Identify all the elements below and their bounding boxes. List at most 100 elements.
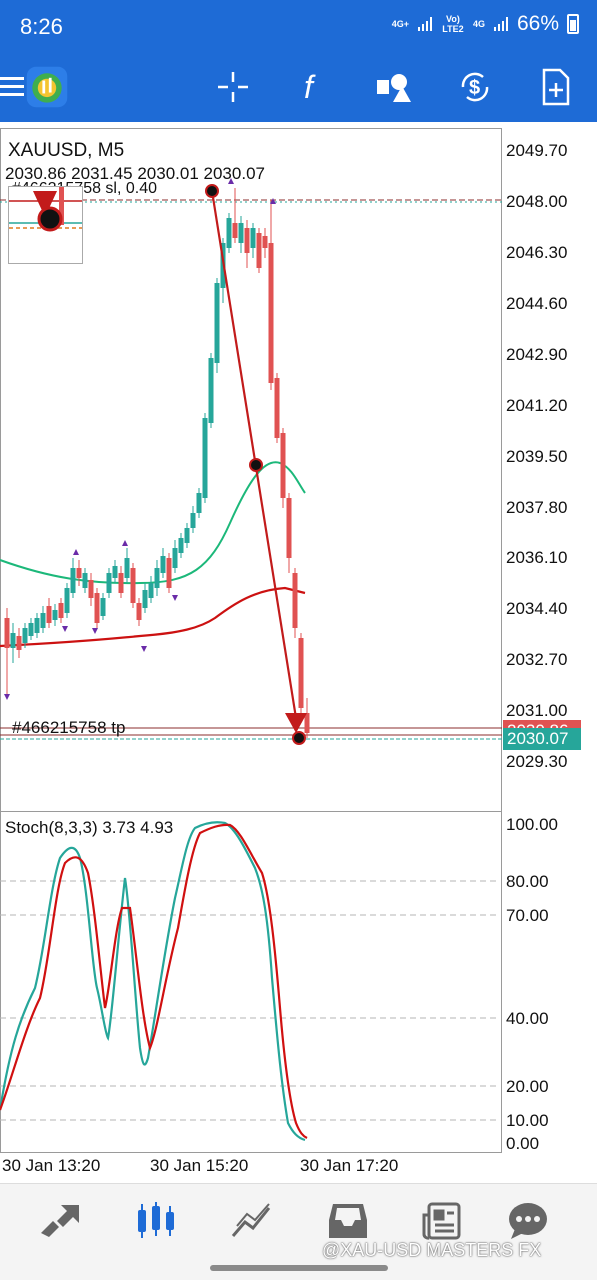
price-axis-label: 2036.10 [506,548,568,567]
candle-body [10,633,16,648]
watermark-text: @XAU-USD MASTERS FX [322,1240,542,1260]
candle-body [64,588,70,613]
chart-area[interactable]: XAUUSD, M5 2030.86 2031.45 2030.01 2030.… [0,128,597,1183]
new-order-icon[interactable] [533,64,579,110]
signal-icon-2 [493,17,508,31]
stoch-label: Stoch(8,3,3) 3.73 4.93 [5,818,174,837]
candle-body [172,548,178,568]
candle-body [262,236,268,248]
candle-body [28,623,34,636]
candle-body [250,228,256,248]
candle-body [232,223,238,238]
candle-body [178,538,184,553]
stoch-level-label: 70.00 [506,906,549,925]
candle-body [208,358,214,423]
candle-body [58,603,64,618]
network-indicator-3: 4G [472,19,485,29]
candle-body [238,223,244,243]
candle-body [40,613,46,628]
candle-body [244,228,250,253]
ohlc-values: 2030.86 2031.45 2030.01 2030.07 [5,164,265,183]
candle-body [298,638,304,708]
candle-body [106,573,112,593]
trade-icon[interactable] [228,1198,276,1244]
candle-body [166,558,172,588]
arrow-anchor-end [292,731,306,745]
candle-body [46,606,52,623]
candle-body [130,568,136,603]
candle-body [88,580,94,598]
candle-body [34,618,40,633]
candle-body [100,598,106,616]
candle-body [226,218,232,248]
arrow-anchor-start [205,184,219,198]
time-axis-label: 30 Jan 17:20 [300,1156,399,1175]
candle-body [190,513,196,528]
candle-body [94,593,100,623]
signal-icon [417,17,432,31]
status-icons: 4G+ Vo) LTE2 4G 66% [392,12,579,36]
indicator-divider [0,811,502,812]
price-axis-label: 2029.30 [506,752,568,771]
candle-body [118,573,124,593]
dollar-refresh-icon[interactable]: $ [452,64,498,110]
stoch-level-label: 20.00 [506,1077,549,1096]
battery-icon [567,14,579,34]
candle-body [148,583,154,598]
ma-green [0,461,306,585]
stoch-level-label: 0.00 [506,1134,540,1153]
svg-text:f: f [304,70,316,104]
price-axis-label: 2042.90 [506,345,568,364]
candle-body [286,498,292,558]
history-icon[interactable] [324,1198,372,1244]
candle-body [304,713,310,733]
candle-body [274,378,280,438]
candle-body [124,558,130,578]
candlesticks [4,188,310,738]
candle-body [136,603,142,620]
price-axis-label: 2049.70 [506,141,568,160]
candle-body [154,568,160,588]
menu-icon[interactable] [0,64,32,110]
quotes-icon[interactable] [36,1198,84,1244]
stoch-level-label: 40.00 [506,1009,549,1028]
price-axis-label: 2031.00 [506,701,568,720]
stoch-grid [0,880,500,1121]
status-bar: 8:26 4G+ Vo) LTE2 4G 66% [0,0,597,52]
chat-icon[interactable] [504,1198,552,1244]
candle-body [280,433,286,498]
candle-body [82,573,88,588]
function-icon[interactable]: f [290,64,336,110]
time-axis-label: 30 Jan 13:20 [2,1156,101,1175]
arrow-head [285,713,307,733]
svg-text:$: $ [469,77,480,99]
candle-body [22,628,28,643]
network-indicator-2: Vo) LTE2 [442,14,464,34]
price-axis-label: 2048.00 [506,192,568,211]
news-icon[interactable] [418,1198,466,1244]
price-axis-label: 2037.80 [506,498,568,517]
candle-body [4,618,10,648]
chart-frame [0,128,502,1153]
price-axis-label: 2046.30 [506,243,568,262]
chart-icon[interactable] [132,1198,180,1244]
candle-body [16,636,22,650]
ask-price-tag: 2030.07 [503,728,581,750]
order-tp-label: #466215758 tp [12,718,126,737]
crosshair-icon[interactable] [210,64,256,110]
objects-icon[interactable] [370,64,416,110]
mt-logo-icon[interactable] [24,64,70,110]
time-axis-label: 30 Jan 15:20 [150,1156,249,1175]
network-indicator-1: 4G+ [391,19,409,29]
trade-thumbnail[interactable] [8,186,83,264]
chart-symbol: XAUUSD, M5 [8,140,125,161]
candle-body [214,283,220,363]
candle-body [52,610,58,620]
price-axis-label: 2044.60 [506,294,568,313]
candle-body [196,493,202,513]
bottom-nav [0,1183,597,1280]
candle-body [268,243,274,383]
candle-body [160,556,166,573]
home-indicator[interactable] [210,1265,388,1271]
stoch-level-label: 10.00 [506,1111,549,1130]
